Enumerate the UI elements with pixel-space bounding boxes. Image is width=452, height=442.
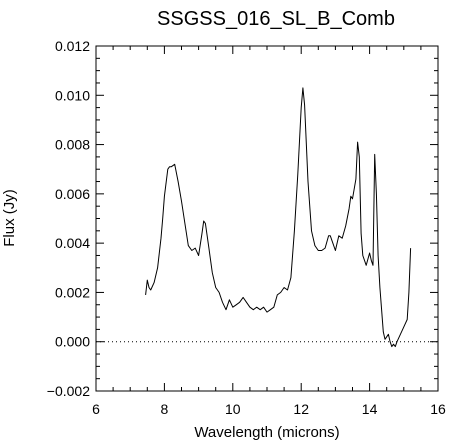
x-axis-tick-labels: 6 8 10 12 14 16 [92, 401, 446, 417]
y-tick-label: 0.004 [55, 235, 90, 251]
y-axis-ticks [96, 45, 438, 392]
x-tick-label: 12 [293, 401, 309, 417]
x-tick-label: 14 [362, 401, 378, 417]
y-tick-label: 0.006 [55, 186, 90, 202]
series-group [145, 87, 412, 348]
x-axis-ticks [95, 46, 439, 391]
x-tick-label: 8 [161, 401, 169, 417]
x-axis-label: Wavelength (microns) [194, 424, 339, 441]
x-tick-label: 10 [225, 401, 241, 417]
y-axis-tick-labels: −0.002 0.000 0.002 0.004 0.006 0.008 0.010 0.01… [47, 38, 90, 399]
y-tick-label: 0.008 [55, 137, 90, 153]
y-tick-label: 0.002 [55, 284, 90, 300]
plot-frame [95, 45, 439, 392]
y-tick-label: 0.010 [55, 87, 90, 103]
y-tick-label: 0.000 [55, 334, 90, 350]
chart-title: SSGSS_016_SL_B_Comb [157, 8, 395, 30]
flux-spectrum-line [145, 87, 412, 348]
x-tick-label: 16 [430, 401, 446, 417]
y-tick-label: 0.012 [55, 38, 90, 54]
y-tick-label: −0.002 [47, 383, 90, 399]
y-axis-label: Flux (Jy) [1, 189, 18, 247]
x-tick-label: 6 [92, 401, 100, 417]
